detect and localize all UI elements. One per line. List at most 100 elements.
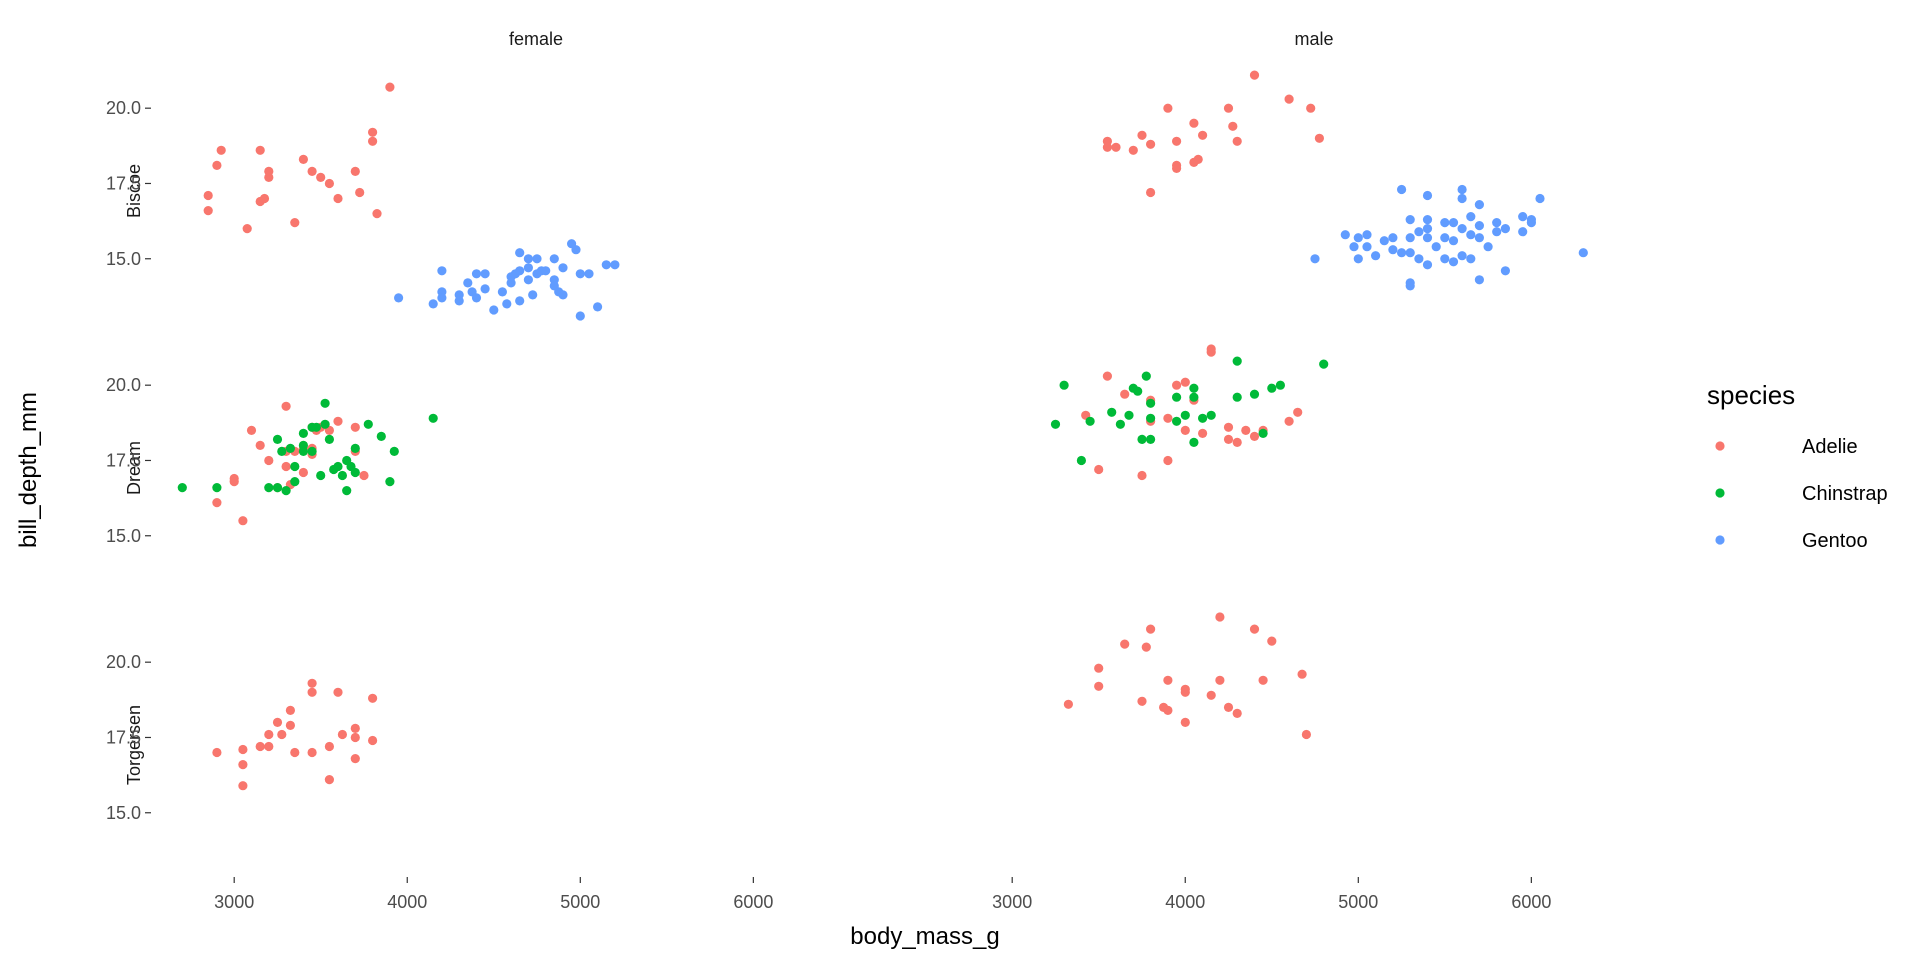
scatter-point-gentoo (593, 302, 603, 312)
scatter-point-adelie (242, 224, 252, 234)
scatter-point-adelie (212, 160, 222, 170)
scatter-point-adelie (1063, 699, 1073, 709)
y-tick-label: 17.5 (106, 727, 141, 747)
scatter-point-chinstrap (1189, 392, 1199, 402)
scatter-point-gentoo (506, 278, 516, 288)
scatter-point-adelie (255, 741, 265, 752)
scatter-point-adelie (255, 145, 265, 155)
scatter-point-adelie (1180, 425, 1190, 435)
scatter-point-chinstrap (1059, 380, 1069, 390)
scatter-point-chinstrap (1189, 383, 1199, 393)
scatter-point-adelie (1172, 380, 1182, 390)
scatter-point-adelie (1163, 413, 1173, 423)
scatter-point-adelie (337, 729, 347, 740)
scatter-point-gentoo (428, 299, 438, 309)
scatter-point-gentoo (1422, 233, 1433, 243)
scatter-point-gentoo (1518, 212, 1528, 222)
scatter-point-chinstrap (1267, 383, 1277, 393)
scatter-point-adelie (281, 461, 291, 472)
scatter-point-adelie (1284, 94, 1294, 104)
scatter-point-chinstrap (320, 398, 330, 408)
scatter-point-gentoo (1397, 184, 1407, 195)
scatter-point-adelie (1206, 690, 1216, 700)
scatter-point-gentoo (1457, 184, 1467, 195)
scatter-point-adelie (1137, 470, 1147, 481)
scatter-point-chinstrap (1146, 398, 1156, 408)
scatter-point-adelie (368, 735, 378, 746)
scatter-point-adelie (1232, 136, 1242, 146)
scatter-point-adelie (264, 729, 274, 740)
scatter-point-gentoo (480, 284, 490, 294)
scatter-point-adelie (385, 82, 395, 92)
scatter-point-adelie (1146, 187, 1156, 198)
scatter-point-adelie (1301, 729, 1311, 740)
scatter-point-adelie (333, 193, 343, 204)
scatter-point-adelie (324, 775, 334, 785)
scatter-point-adelie (290, 747, 300, 758)
y-tick-label: 15.0 (106, 803, 141, 823)
scatter-point-adelie (259, 193, 270, 204)
scatter-point-gentoo (523, 275, 534, 285)
scatter-point-adelie (1258, 675, 1268, 685)
scatter-point-chinstrap (264, 483, 274, 493)
scatter-point-adelie (285, 705, 295, 716)
scatter-point-adelie (1223, 422, 1234, 432)
scatter-point-adelie (238, 760, 248, 770)
scatter-point-adelie (1215, 675, 1225, 685)
scatter-point-gentoo (1448, 236, 1459, 246)
x-tick-label: 4000 (1165, 892, 1205, 912)
scatter-point-gentoo (1466, 254, 1476, 264)
scatter-point-adelie (1223, 702, 1234, 713)
scatter-point-adelie (216, 145, 226, 155)
legend-key-adelie (1715, 441, 1725, 451)
scatter-point-chinstrap (1180, 410, 1190, 420)
scatter-point-gentoo (1474, 233, 1484, 243)
scatter-point-adelie (1193, 154, 1203, 164)
legend-label-gentoo: Gentoo (1802, 530, 1868, 552)
y-tick-label: 20.0 (106, 652, 141, 672)
x-tick-label: 6000 (733, 892, 773, 912)
scatter-point-adelie (238, 744, 248, 755)
scatter-point-chinstrap (298, 428, 308, 438)
scatter-point-chinstrap (1258, 428, 1268, 438)
scatter-point-adelie (1267, 636, 1277, 646)
scatter-point-adelie (1180, 717, 1190, 728)
scatter-point-adelie (333, 416, 343, 426)
scatter-point-gentoo (1457, 251, 1467, 261)
scatter-point-chinstrap (1124, 410, 1134, 420)
scatter-point-gentoo (1440, 218, 1450, 228)
scatter-point-adelie (307, 678, 317, 688)
scatter-point-gentoo (575, 311, 585, 321)
scatter-point-adelie (1232, 708, 1242, 719)
scatter-point-chinstrap (320, 419, 330, 429)
scatter-point-adelie (238, 781, 248, 791)
scatter-point-chinstrap (281, 486, 291, 496)
scatter-point-gentoo (601, 260, 611, 270)
scatter-point-adelie (1128, 145, 1138, 155)
scatter-point-chinstrap (1115, 419, 1125, 429)
scatter-point-gentoo (463, 278, 473, 288)
scatter-point-gentoo (1483, 242, 1493, 252)
scatter-point-gentoo (1353, 233, 1363, 243)
scatter-point-chinstrap (1206, 410, 1216, 420)
scatter-point-gentoo (1457, 193, 1467, 204)
scatter-point-adelie (368, 127, 378, 137)
scatter-point-adelie (324, 741, 334, 752)
scatter-point-adelie (350, 732, 360, 743)
scatter-point-adelie (1172, 163, 1182, 173)
scatter-point-adelie (246, 425, 257, 435)
y-axis-title: bill_depth_mm (15, 392, 42, 548)
scatter-point-adelie (298, 467, 308, 478)
scatter-point-gentoo (1310, 254, 1320, 264)
scatter-point-gentoo (571, 245, 581, 255)
scatter-point-gentoo (1500, 224, 1510, 234)
scatter-point-chinstrap (1172, 392, 1182, 402)
scatter-point-chinstrap (1076, 455, 1086, 466)
scatter-point-gentoo (1466, 230, 1476, 240)
scatter-point-gentoo (1526, 218, 1536, 228)
scatter-point-adelie (359, 470, 369, 481)
scatter-point-chinstrap (272, 483, 283, 493)
scatter-point-adelie (1293, 407, 1303, 417)
scatter-point-gentoo (1457, 224, 1467, 234)
